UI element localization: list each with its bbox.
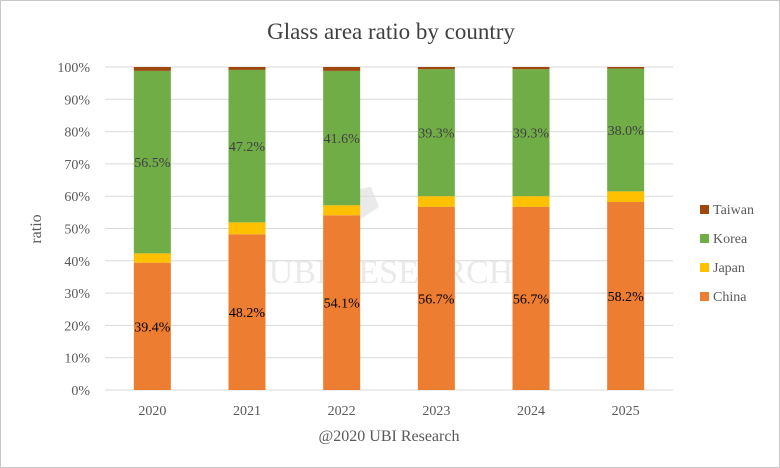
y-tick-label: 20%: [64, 319, 90, 334]
bar-segment-japan: [228, 222, 266, 235]
x-tick-label: 2020: [138, 404, 166, 419]
data-label-china: 56.7%: [513, 292, 550, 307]
y-tick-label: 80%: [64, 126, 90, 141]
bar-segment-korea: [512, 69, 550, 197]
y-tick-label: 40%: [64, 255, 90, 270]
x-tick-label: 2021: [233, 404, 261, 419]
bar-segment-china: [133, 262, 171, 390]
bar-segment-china: [512, 206, 550, 390]
x-tick-label: 2024: [517, 404, 545, 419]
data-label-china: 39.4%: [134, 320, 171, 335]
data-label-china: 54.1%: [324, 297, 361, 312]
bar-segment-china: [607, 202, 645, 390]
data-label-korea: 47.2%: [229, 140, 266, 155]
bar-segment-japan: [323, 205, 361, 216]
y-tick-label: 100%: [57, 61, 90, 76]
legend-item-korea: Korea: [700, 232, 748, 247]
y-tick-label: 50%: [64, 223, 90, 238]
legend-label: Korea: [713, 232, 748, 247]
legend-swatch: [700, 234, 709, 243]
bar-segment-japan: [607, 191, 645, 203]
data-label-korea: 38.0%: [608, 124, 645, 139]
bar-segment-taiwan: [228, 67, 266, 70]
chart-title: Glass area ratio by country: [267, 19, 515, 44]
bar-segment-china: [228, 234, 266, 390]
y-tick-label: 10%: [64, 352, 90, 367]
bar-segment-taiwan: [323, 67, 361, 71]
data-label-china: 48.2%: [229, 306, 266, 321]
x-axis-ticks: 2020 2021 2022 2023 2024 2025: [138, 404, 639, 419]
bar-segment-korea: [133, 70, 171, 254]
y-tick-label: 60%: [64, 190, 90, 205]
legend: Taiwan Korea Japan China: [700, 203, 754, 305]
y-tick-label: 0%: [71, 384, 90, 399]
data-label-korea: 39.3%: [418, 127, 455, 142]
data-label-china: 56.7%: [418, 292, 455, 307]
legend-swatch: [700, 263, 709, 272]
y-axis-ticks: 0% 10% 20% 30% 40% 50% 60% 70% 80% 90% 100%: [57, 61, 90, 399]
y-tick-label: 70%: [64, 158, 90, 173]
bar-segment-korea: [228, 69, 266, 223]
bar-segment-taiwan: [512, 67, 550, 70]
bar-segment-korea: [323, 70, 361, 206]
bar-segment-taiwan: [133, 67, 171, 71]
legend-label: China: [713, 290, 747, 305]
y-tick-label: 90%: [64, 93, 90, 108]
watermark-text: UBI RESEARCH: [269, 254, 514, 291]
bar-segment-taiwan: [417, 67, 455, 70]
gridlines: [105, 66, 673, 391]
bar-segment-korea: [607, 68, 645, 192]
data-labels: 39.4% 56.5% 48.2% 47.2% 54.1% 41.6% 56.7% 39.3%…: [134, 124, 644, 335]
y-tick-label: 30%: [64, 287, 90, 302]
bar-segment-japan: [417, 196, 455, 207]
data-label-korea: 56.5%: [134, 156, 171, 171]
bar-segment-japan: [512, 196, 550, 207]
data-label-korea: 39.3%: [513, 127, 550, 142]
legend-item-japan: Japan: [700, 261, 745, 276]
legend-label: Japan: [713, 261, 745, 276]
legend-swatch: [700, 205, 709, 214]
legend-swatch: [700, 292, 709, 301]
x-tick-label: 2025: [612, 404, 640, 419]
x-axis-label: @2020 UBI Research: [319, 428, 460, 445]
bars: [133, 67, 645, 390]
watermark: UBI RESEARCH: [269, 187, 514, 291]
y-axis-label: ratio: [28, 214, 45, 243]
legend-item-china: China: [700, 290, 747, 305]
bar-segment-china: [323, 215, 361, 390]
x-tick-label: 2023: [422, 404, 450, 419]
legend-label: Taiwan: [713, 203, 754, 218]
bar-segment-korea: [417, 69, 455, 197]
bar-segment-taiwan: [607, 67, 645, 69]
bar-segment-japan: [133, 253, 171, 263]
x-tick-label: 2022: [328, 404, 356, 419]
bar-segment-china: [417, 206, 455, 390]
legend-item-taiwan: Taiwan: [700, 203, 754, 218]
data-label-korea: 41.6%: [324, 132, 361, 147]
data-label-china: 58.2%: [608, 290, 645, 305]
